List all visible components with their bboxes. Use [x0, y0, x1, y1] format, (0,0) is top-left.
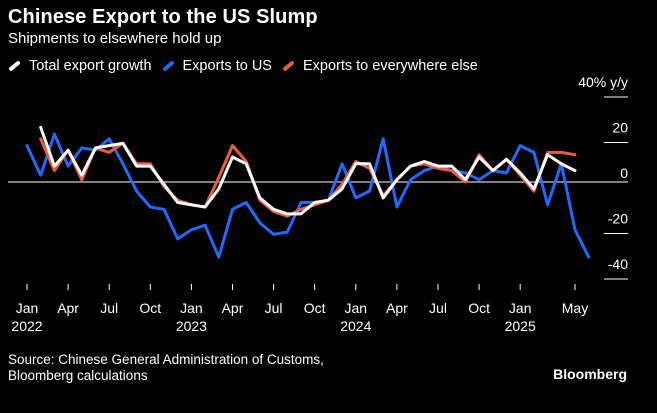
x-tick-label: Oct	[468, 300, 490, 316]
y-tick-label: 40% y/y	[578, 74, 628, 90]
chart-title: Chinese Export to the US Slump	[8, 6, 318, 28]
x-tick-label: Jan	[16, 300, 39, 316]
y-tick-label: -40	[608, 256, 628, 272]
legend: Total export growth Exports to US Export…	[8, 58, 488, 74]
series-line-total	[39, 125, 577, 216]
legend-item-us: Exports to US	[161, 58, 272, 74]
x-tick-label: Oct	[304, 300, 326, 316]
source-line-2: Bloomberg calculations	[8, 368, 148, 383]
x-tick-label: Jul	[429, 300, 447, 316]
x-tick-label: Jan	[509, 300, 532, 316]
x-tick-label: May	[562, 300, 588, 316]
x-tick-label: Apr	[386, 300, 408, 316]
x-year-label: 2023	[176, 318, 207, 334]
legend-item-total: Total export growth	[8, 58, 152, 74]
x-tick-label: Apr	[57, 300, 79, 316]
legend-item-else: Exports to everywhere else	[282, 58, 478, 74]
x-tick-label: Jan	[345, 300, 368, 316]
y-tick-label: -20	[608, 211, 628, 227]
x-tick-label: Apr	[222, 300, 244, 316]
x-year-label: 2024	[340, 318, 371, 334]
x-tick-label: Jul	[265, 300, 283, 316]
series-line-else	[39, 137, 577, 218]
series-line-us	[25, 132, 591, 259]
legend-label-else: Exports to everywhere else	[302, 58, 478, 74]
bloomberg-logo: Bloomberg	[553, 366, 627, 382]
y-tick-label: 0	[620, 165, 628, 181]
y-tick-label: 20	[612, 120, 628, 136]
legend-label-us: Exports to US	[182, 58, 272, 74]
source-line-1: Source: Chinese General Administration o…	[8, 352, 324, 367]
x-tick-label: Oct	[139, 300, 161, 316]
x-tick-label: Jul	[100, 300, 118, 316]
x-tick-label: Jan	[180, 300, 203, 316]
source-note: Source: Chinese General Administration o…	[8, 352, 324, 384]
x-year-label: 2022	[11, 318, 42, 334]
chart-subtitle: Shipments to elsewhere hold up	[8, 30, 222, 47]
x-year-label: 2025	[505, 318, 536, 334]
legend-label-total: Total export growth	[29, 58, 152, 74]
